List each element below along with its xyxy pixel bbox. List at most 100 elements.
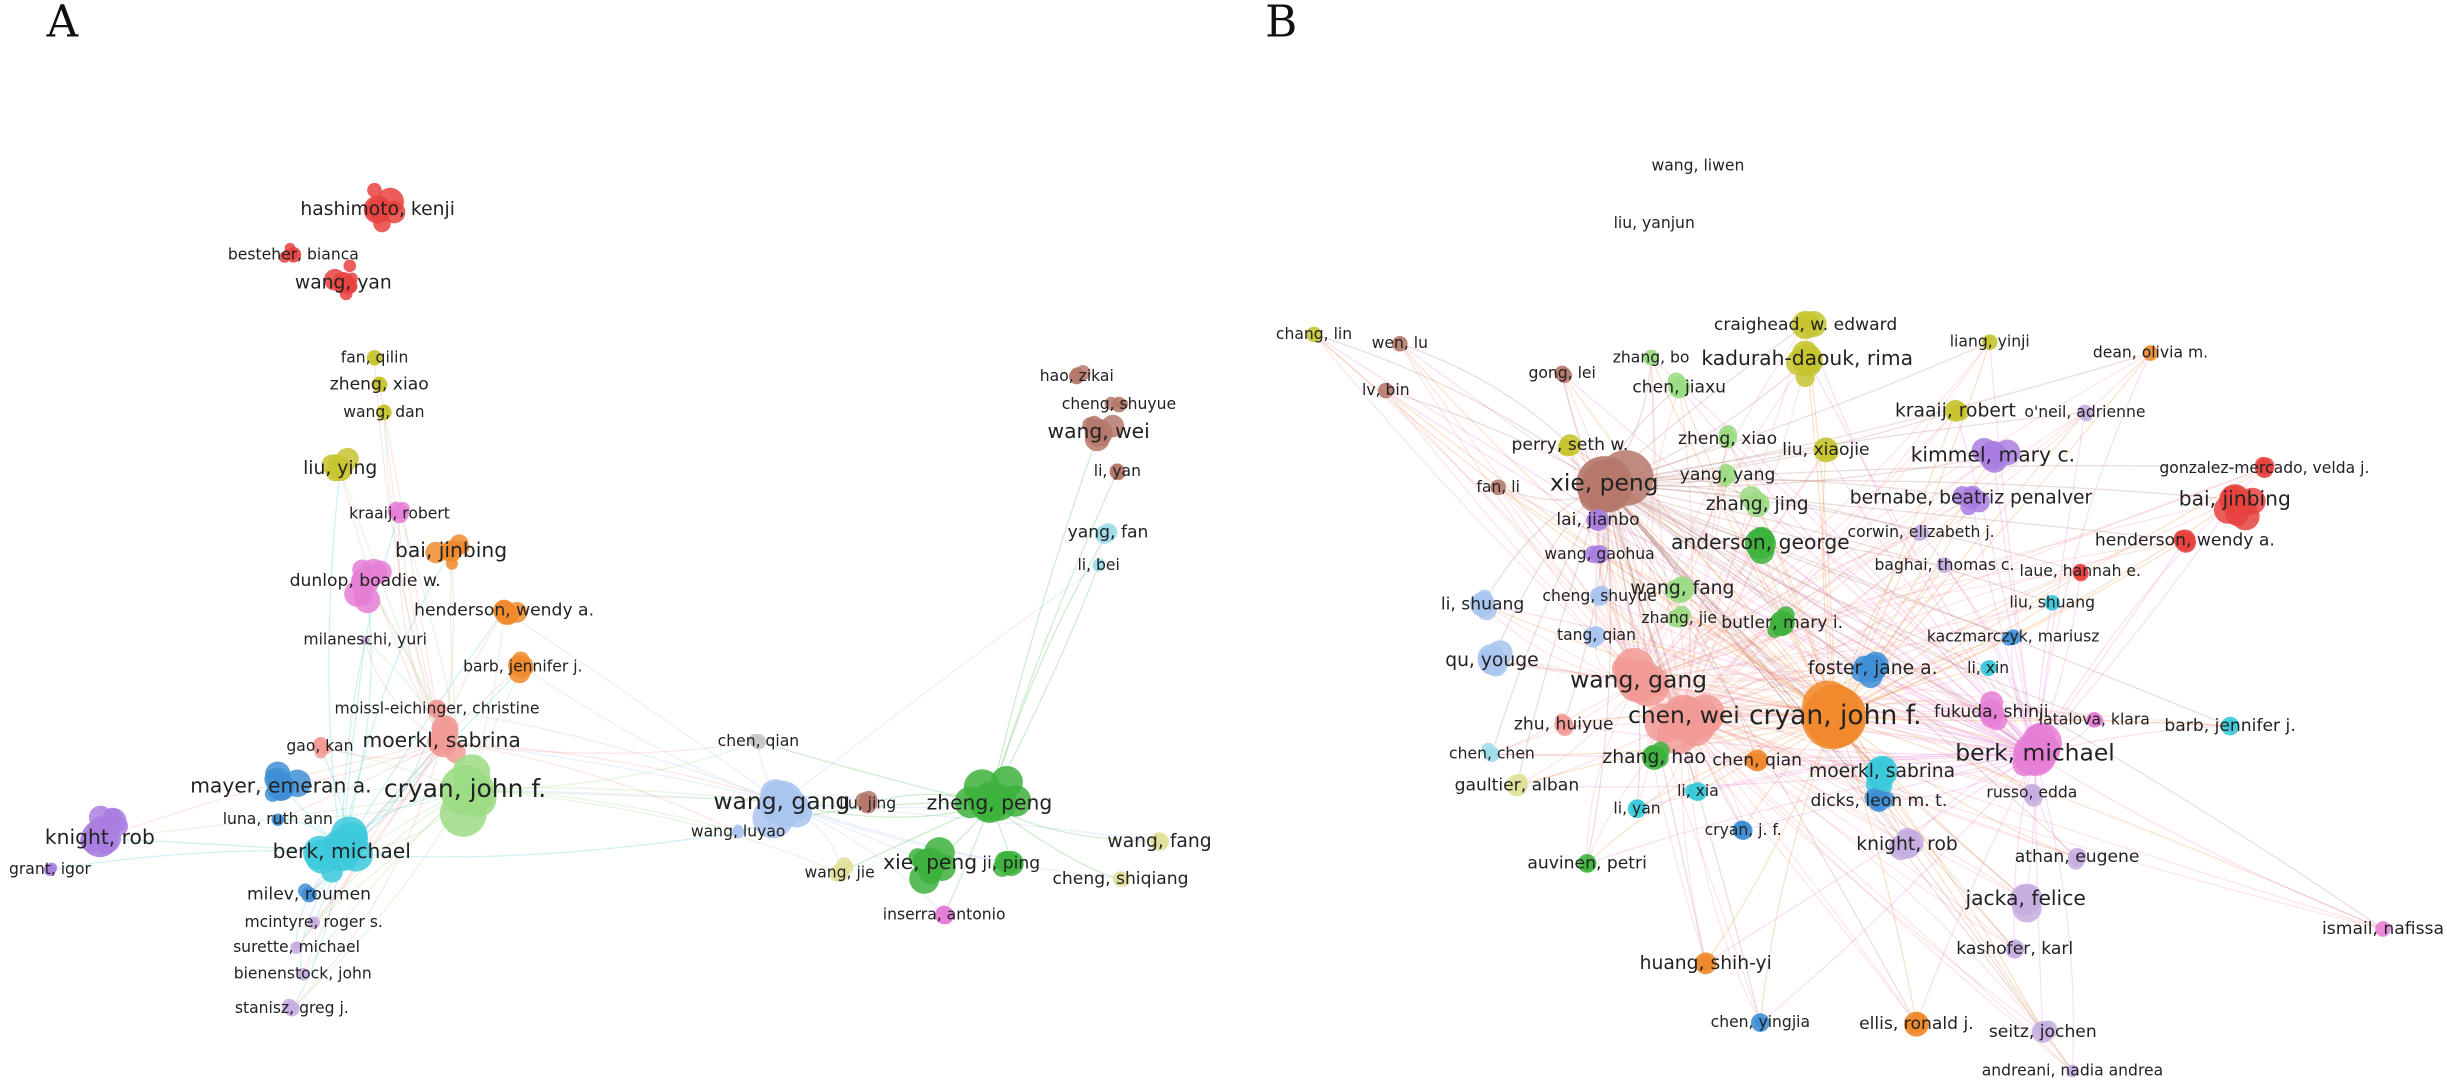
link	[1638, 468, 2265, 682]
node	[1112, 871, 1129, 887]
node-label: liu, jing	[839, 795, 896, 813]
link	[1683, 564, 1945, 718]
node-label: chen, qian	[1712, 750, 1802, 770]
node-label: xie, peng	[1550, 469, 1659, 497]
link	[441, 741, 783, 804]
node-label: knight, rob	[1856, 834, 1958, 855]
link	[1603, 483, 1836, 718]
link	[1603, 483, 1989, 669]
node-label: bai, jinbing	[2179, 486, 2291, 510]
node-label: besteher, bianca	[228, 245, 359, 263]
node	[1804, 685, 1867, 748]
node-label: surette, michael	[233, 938, 360, 956]
link	[988, 432, 1100, 805]
node-label: moerkl, sabrina	[1809, 761, 1955, 782]
link	[436, 708, 783, 804]
link	[1683, 716, 2044, 1033]
node-label: cryan, john f.	[1749, 700, 1922, 731]
node	[1490, 479, 1506, 496]
link	[1604, 465, 2265, 485]
node-label: o'neil, adrienne	[2024, 403, 2145, 421]
link	[1385, 390, 1836, 718]
link	[441, 741, 739, 833]
node	[999, 785, 1032, 817]
link	[1638, 504, 1758, 682]
link	[1604, 483, 1945, 566]
link	[1491, 753, 2036, 759]
node	[312, 738, 328, 755]
node-label: liu, xiaojie	[1782, 440, 1869, 460]
node-label: kaczmarczyk, mariusz	[1927, 628, 2100, 646]
link	[1603, 483, 1880, 802]
link	[1603, 483, 1917, 1025]
link	[1834, 716, 2044, 1033]
node-label: moerkl, sabrina	[363, 728, 521, 752]
link	[503, 610, 783, 804]
link	[1806, 359, 1836, 717]
link	[1705, 753, 2036, 964]
node-label: inserra, antonio	[883, 905, 1006, 923]
node-label: liu, ying	[303, 458, 377, 479]
node-label: knight, rob	[45, 825, 155, 849]
node-label: ismail, nafissa	[2322, 919, 2444, 939]
node-label: chen, qian	[718, 732, 800, 750]
link	[1603, 483, 2033, 794]
link	[2034, 499, 2236, 755]
link	[1682, 588, 2036, 755]
link	[1834, 716, 1918, 1025]
link	[341, 831, 739, 858]
link	[1603, 483, 2044, 1033]
node-label: berk, michael	[1955, 739, 2114, 767]
link	[1604, 410, 1956, 485]
node-label: henderson, wendy a.	[414, 601, 594, 621]
node-label: fan, li	[1476, 478, 1520, 496]
node-label: cryan, j. f.	[1705, 821, 1782, 839]
edges	[49, 324, 2384, 1072]
link	[1599, 553, 2036, 755]
link	[341, 550, 452, 853]
link	[1637, 357, 1655, 681]
node	[1627, 799, 1647, 819]
node-label: mayer, emeran a.	[190, 773, 371, 797]
node	[1505, 774, 1528, 797]
node-label: wang, fang	[1630, 578, 1734, 599]
node	[1960, 487, 1982, 510]
node	[1587, 626, 1606, 645]
link	[1638, 680, 1880, 802]
node-label: wang, jie	[804, 863, 874, 881]
node-label: jacka, felice	[1964, 886, 2085, 910]
link	[1638, 455, 1994, 682]
node	[1111, 396, 1127, 413]
link	[1705, 716, 1836, 964]
link	[1834, 602, 2053, 718]
node	[998, 850, 1024, 876]
node	[1643, 349, 1659, 366]
link	[989, 803, 1121, 880]
node	[296, 967, 309, 981]
link	[313, 741, 443, 924]
node	[1377, 382, 1394, 399]
link	[1561, 373, 1836, 718]
node-label: mcintyre, roger s.	[244, 913, 382, 931]
link	[465, 787, 782, 804]
node	[1733, 821, 1753, 841]
link	[1970, 498, 2036, 755]
link	[1604, 479, 2235, 501]
nodes	[43, 182, 2391, 1078]
node-label: dean, olivia m.	[2093, 344, 2208, 362]
node	[284, 1000, 300, 1017]
link	[1604, 483, 2185, 541]
link	[2034, 412, 2086, 755]
node-label: li, yan	[1094, 462, 1141, 480]
link	[1604, 455, 1993, 488]
link	[1604, 352, 2151, 485]
node-label: yang, fan	[1068, 523, 1149, 543]
node	[1866, 755, 1898, 787]
node-label: li, yan	[1613, 799, 1660, 817]
panel-label: B	[1265, 0, 1297, 47]
node-label: kadurah-daouk, rima	[1701, 346, 1913, 370]
link	[1586, 484, 1612, 864]
node	[1150, 832, 1169, 851]
link	[1603, 483, 1685, 717]
